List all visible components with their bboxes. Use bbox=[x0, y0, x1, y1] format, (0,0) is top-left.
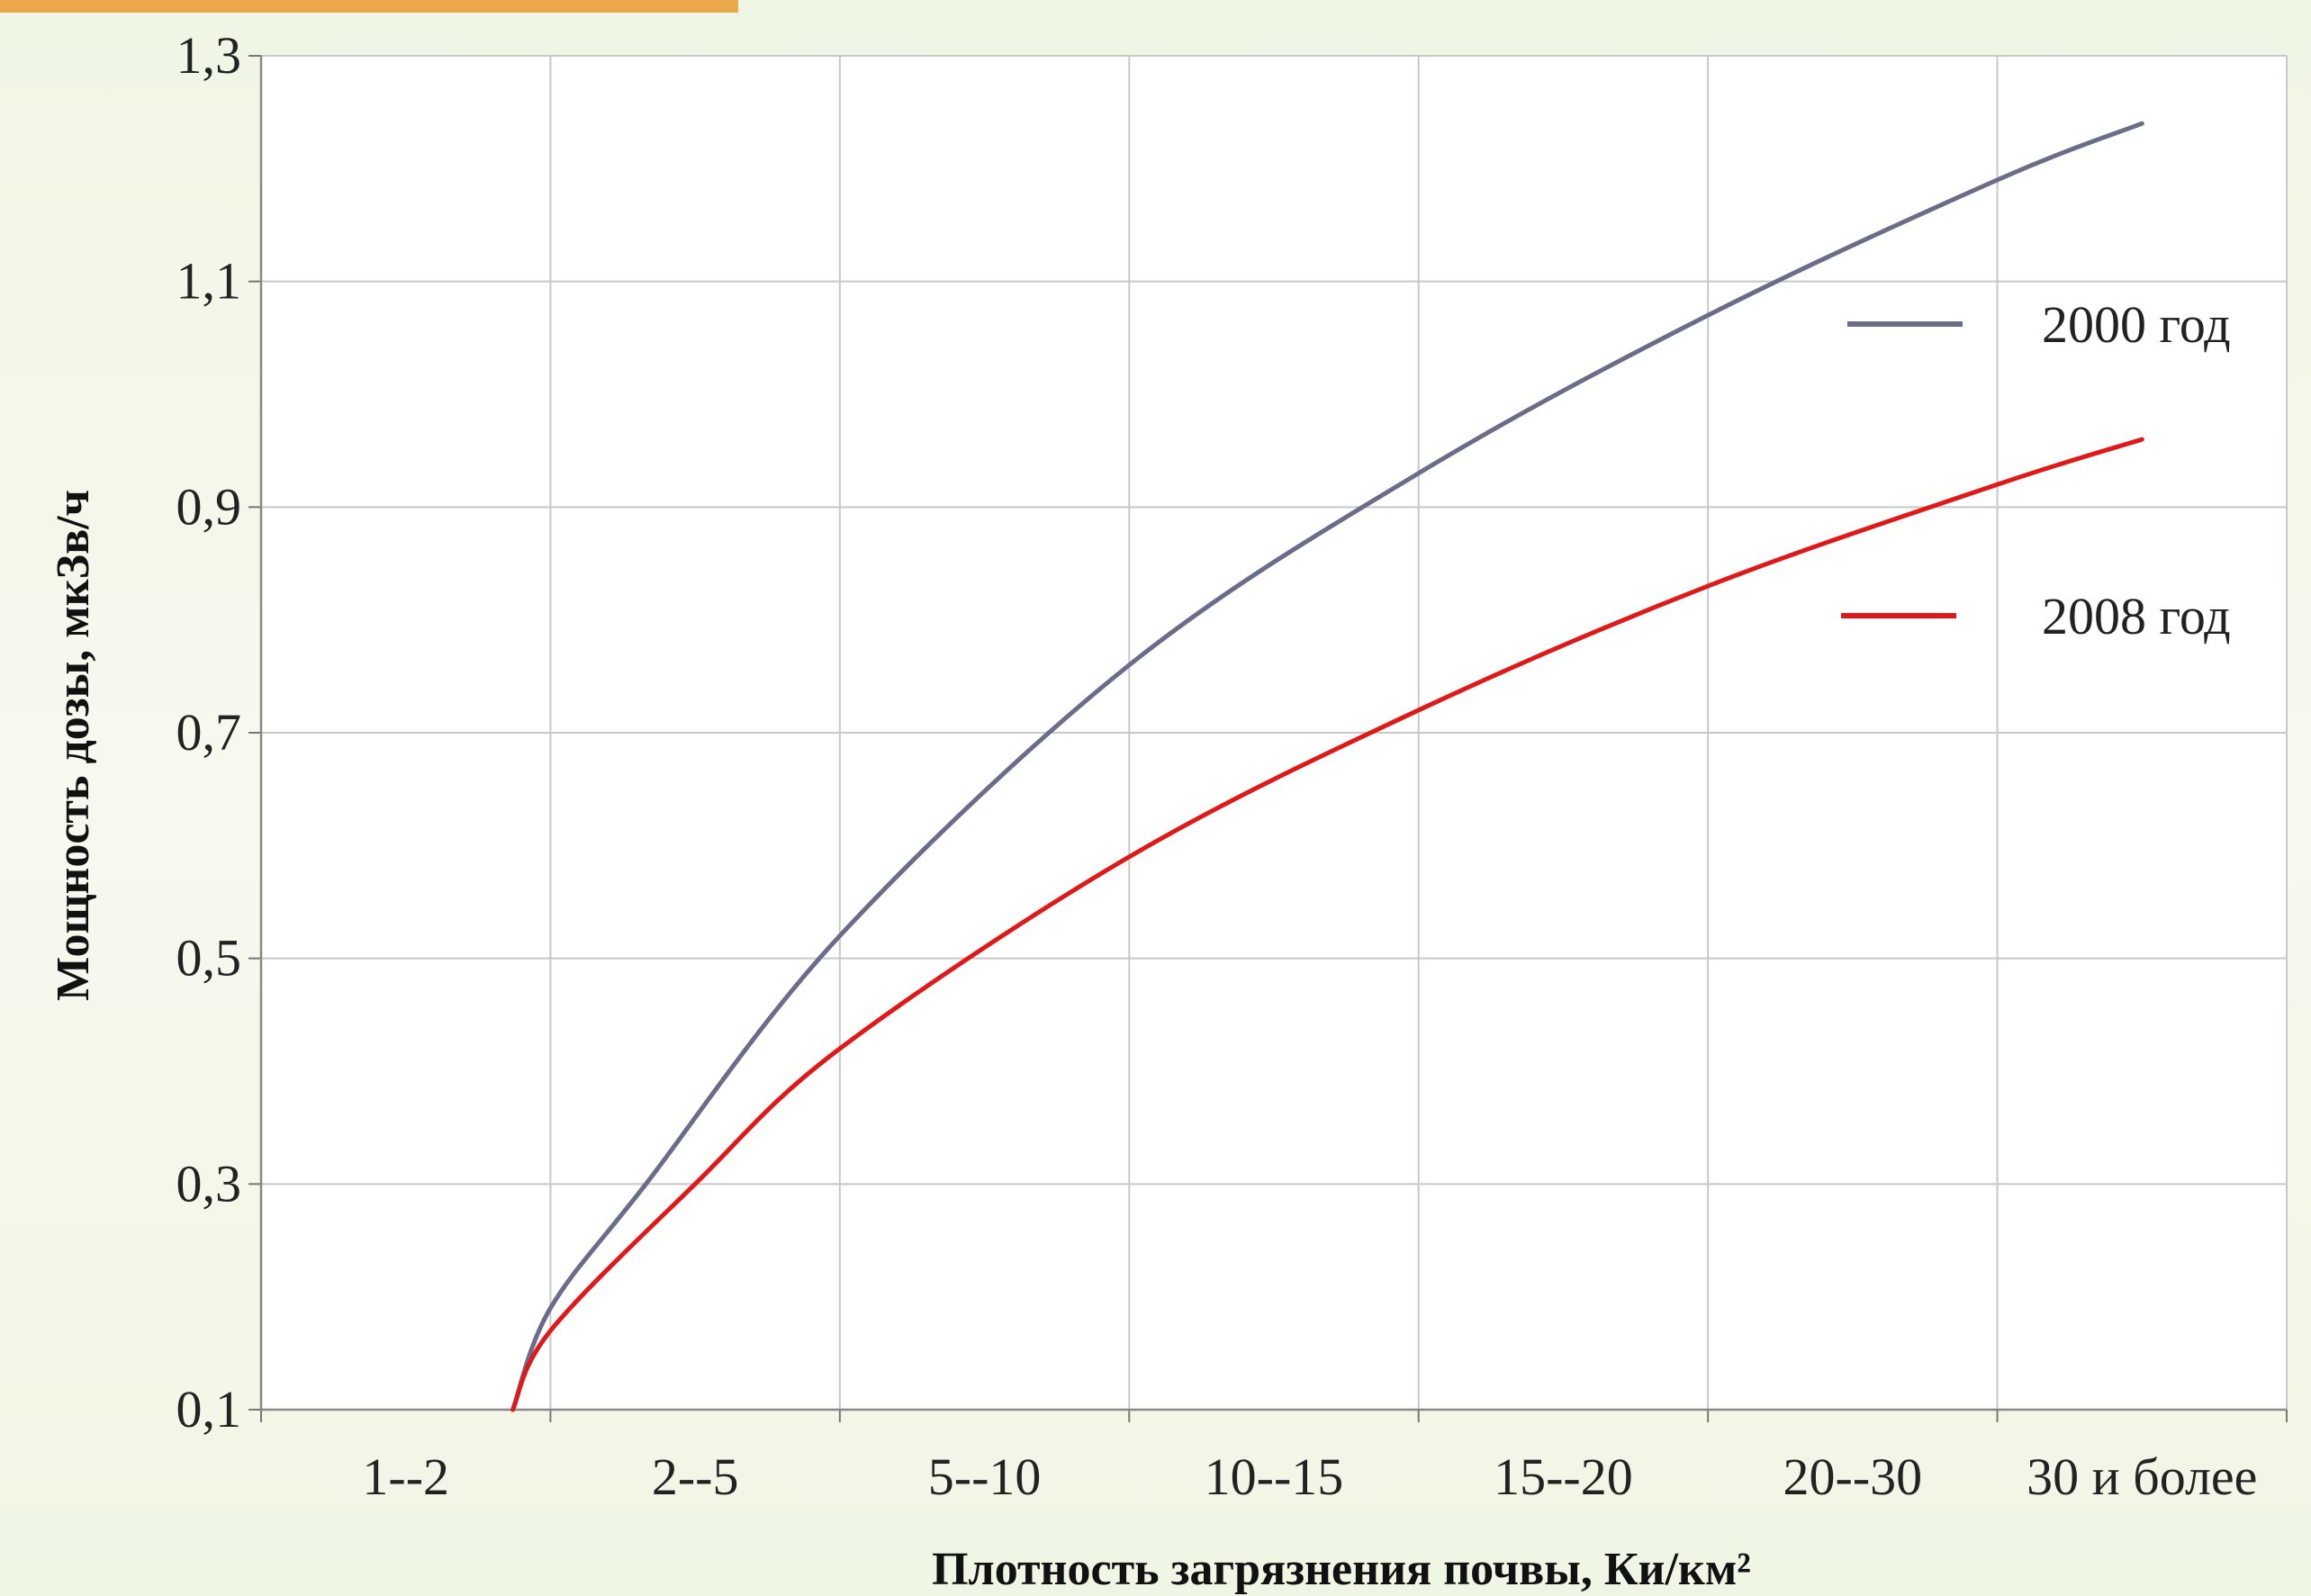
x-axis-title: Плотность загрязнения почвы, Ки/км² bbox=[932, 1544, 1751, 1595]
y-tick-label: 0,7 bbox=[176, 703, 242, 762]
y-tick-label: 1,3 bbox=[176, 26, 242, 85]
legend-label-0: 2000 год bbox=[2042, 295, 2231, 354]
legend: 2000 год 2008 год bbox=[1841, 295, 2231, 645]
y-axis-ticks: 0,1 0,3 0,5 0,7 0,9 1,1 1,3 bbox=[176, 26, 242, 1438]
y-axis-title: Мощность дозы, мкЗв/ч bbox=[48, 490, 99, 1001]
y-tick-label: 1,1 bbox=[176, 252, 242, 311]
x-tick-label: 15--20 bbox=[1494, 1447, 1633, 1506]
x-axis-ticks: 1--2 2--5 5--10 10--15 15--20 20--30 30 и боле… bbox=[362, 1447, 2257, 1506]
x-tick-label: 20--30 bbox=[1783, 1447, 1923, 1506]
series-line-1 bbox=[510, 437, 2144, 1412]
series-line-0 bbox=[510, 121, 2144, 1412]
y-tick-label: 0,9 bbox=[176, 477, 242, 536]
y-tick-label: 0,1 bbox=[176, 1380, 242, 1438]
legend-label-1: 2008 год bbox=[2042, 587, 2231, 645]
x-tick-label: 2--5 bbox=[652, 1447, 739, 1506]
axes bbox=[248, 55, 2288, 1422]
y-tick-label: 0,5 bbox=[176, 929, 242, 987]
y-tick-label: 0,3 bbox=[176, 1154, 242, 1213]
x-tick-label: 1--2 bbox=[362, 1447, 449, 1506]
series-lines bbox=[510, 121, 2144, 1412]
x-tick-label: 30 и более bbox=[2027, 1447, 2257, 1506]
x-tick-label: 5--10 bbox=[928, 1447, 1042, 1506]
title-accent-bar bbox=[0, 0, 738, 13]
x-tick-label: 10--15 bbox=[1205, 1447, 1344, 1506]
